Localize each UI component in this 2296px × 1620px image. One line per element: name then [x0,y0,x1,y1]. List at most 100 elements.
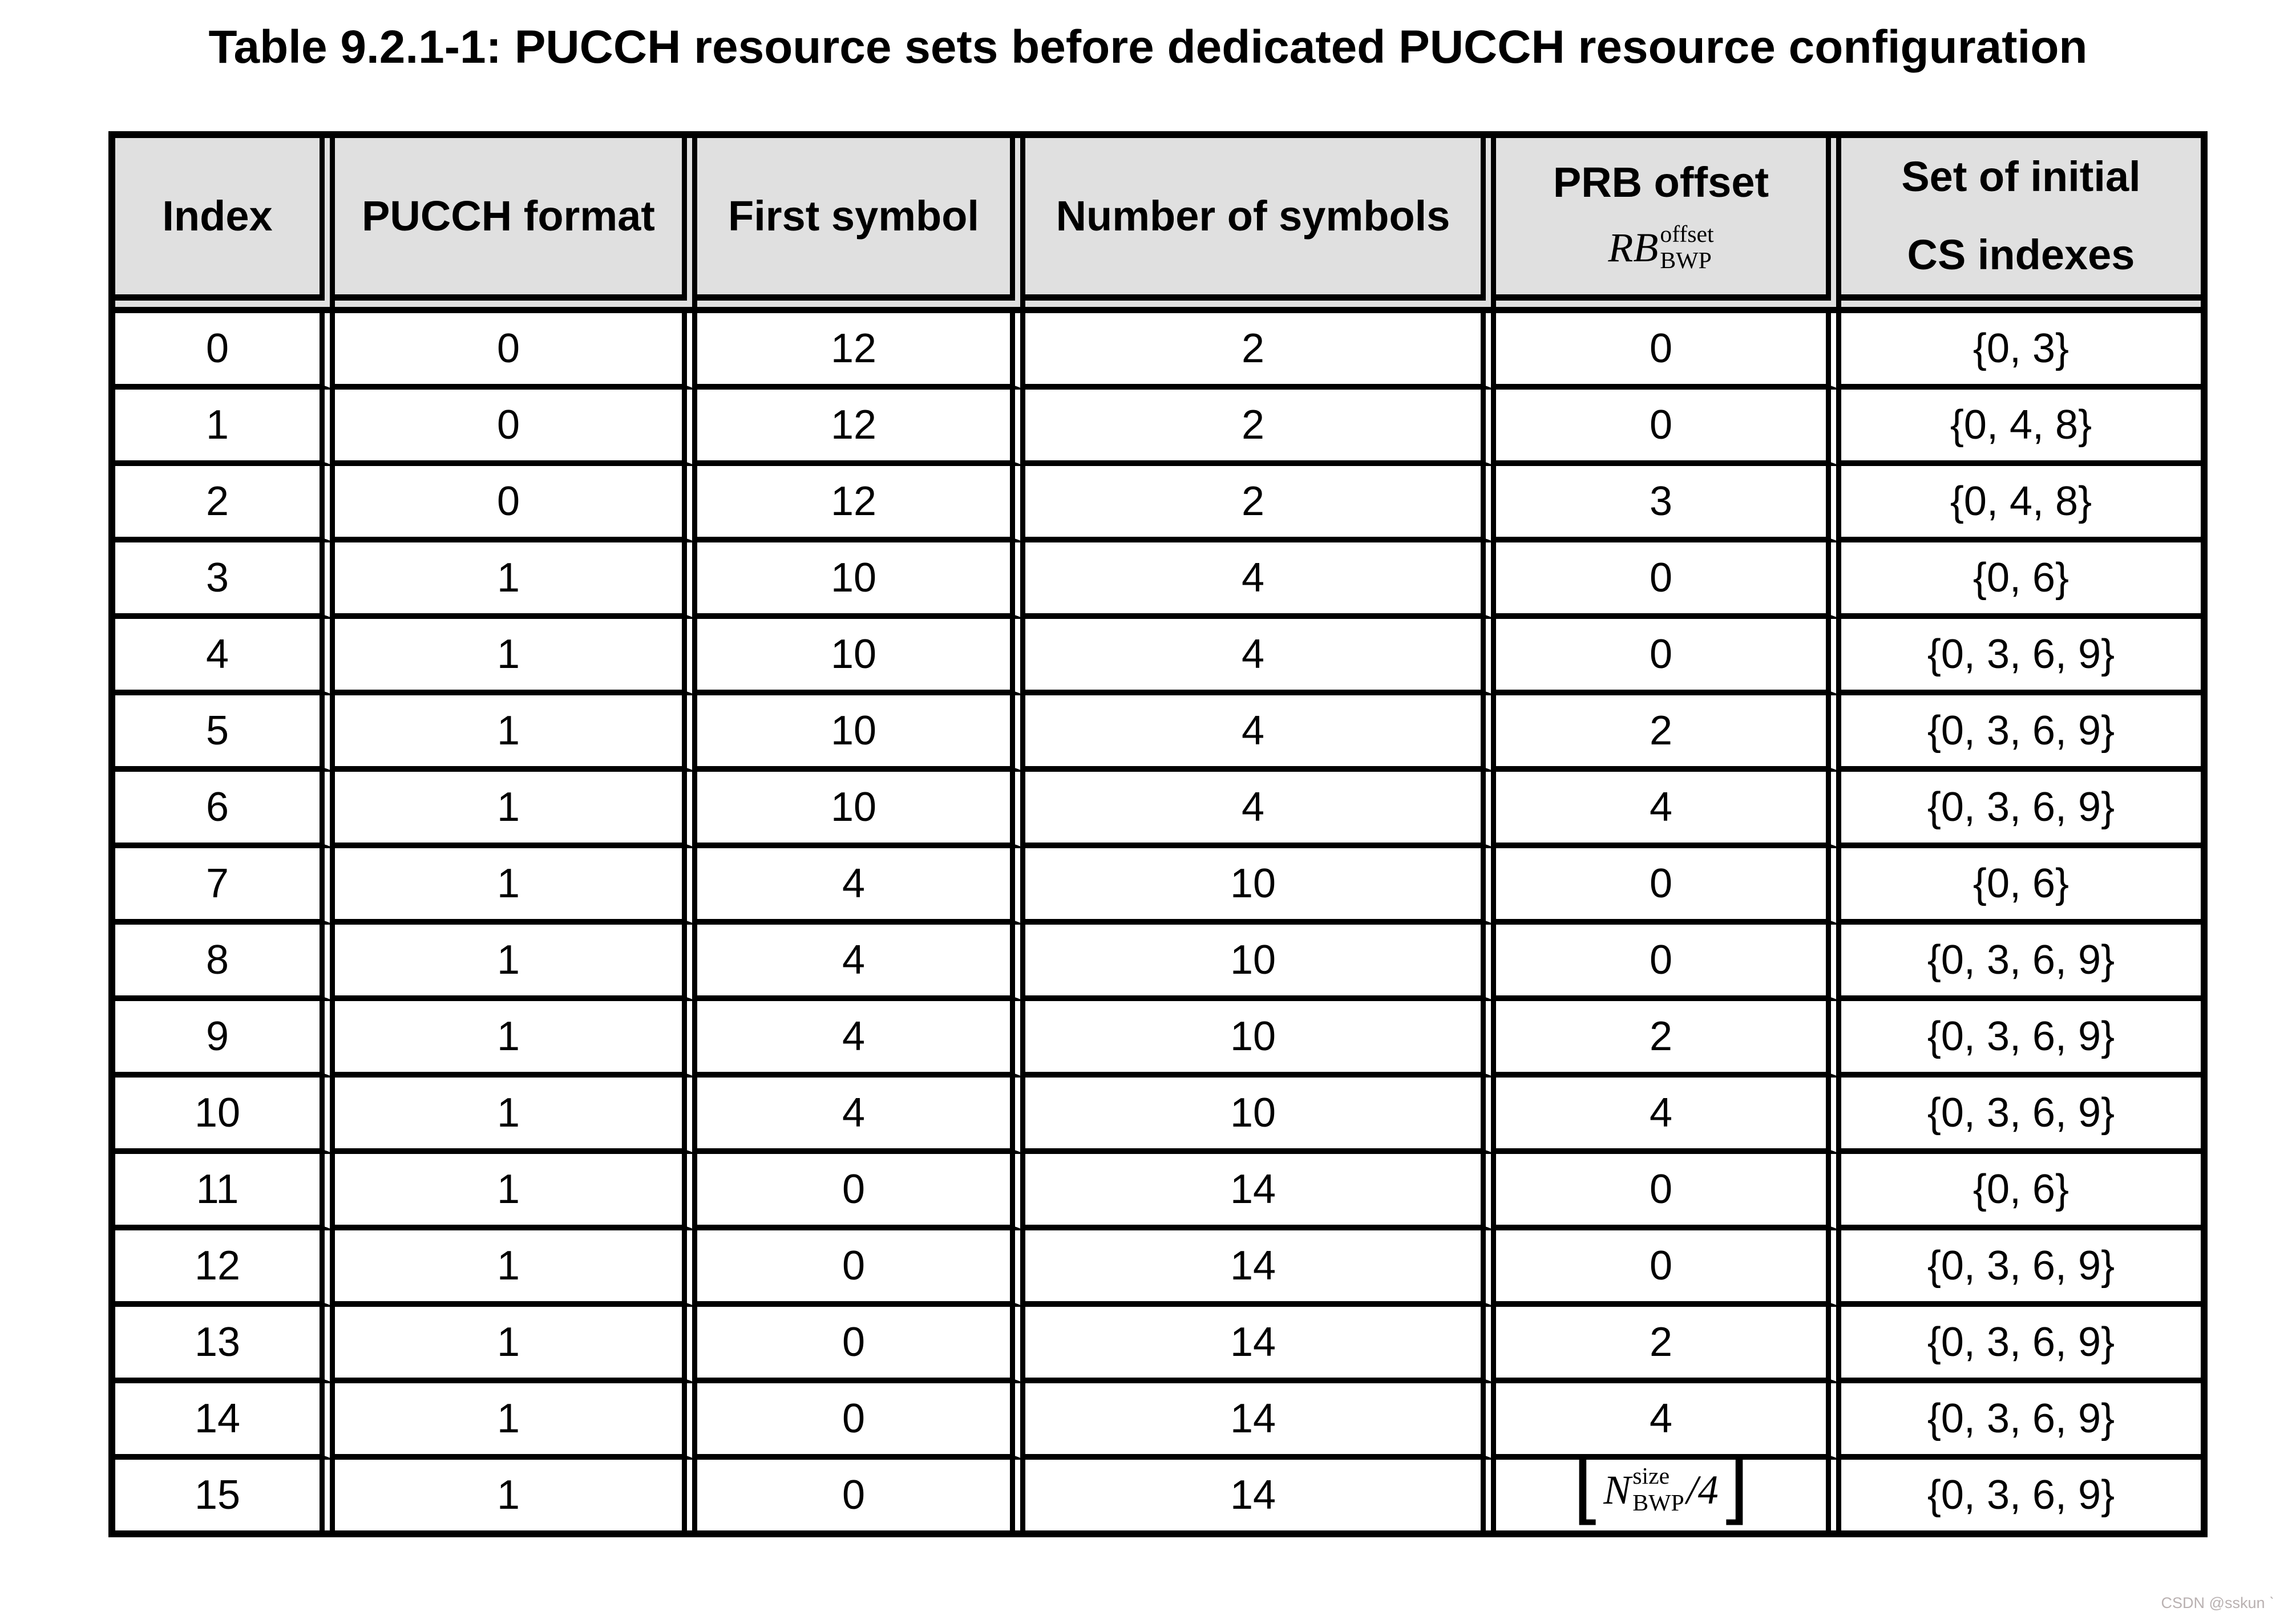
table-cell: 2 [1496,1306,1841,1383]
table-row: 9 1 4 10 2 {0, 3, 6, 9} [115,1001,2201,1078]
table-cell: {0, 3, 6, 9} [1841,1383,2201,1460]
table-cell: 0 [697,1153,1025,1230]
table-cell: 6 [115,771,335,848]
table-cell: {0, 6} [1841,542,2201,619]
math-rb-sup: offset [1660,221,1714,248]
table-cell: {0, 3, 6, 9} [1841,1001,2201,1078]
col-header-prb-offset: PRB offset RB offset BWP [1496,138,1841,313]
table-cell: 0 [1496,1230,1841,1307]
table-cell: {0, 6} [1841,1153,2201,1230]
table-cell: 14 [1025,1153,1496,1230]
table-cell: 0 [335,389,697,466]
table-cell: 1 [335,1001,697,1078]
table-cell: 3 [1496,465,1841,542]
pucch-resource-table: Index PUCCH format First symbol Number o… [108,131,2208,1537]
prb-offset-label: PRB offset [1553,158,1769,206]
table-cell: 4 [697,1077,1025,1154]
table-cell: 14 [115,1383,335,1460]
col-header-index: Index [115,138,335,313]
table-cell: {0, 3, 6, 9} [1841,1077,2201,1154]
table-cell: 1 [335,924,697,1001]
table-cell: 0 [1496,313,1841,390]
table-row: 12 1 0 14 0 {0, 3, 6, 9} [115,1230,2201,1307]
math-rb-base: RB [1608,224,1659,270]
table-row: 8 1 4 10 0 {0, 3, 6, 9} [115,924,2201,1001]
table-cell: 14 [1025,1230,1496,1307]
table-cell: 5 [115,695,335,772]
table-cell: {0, 4, 8} [1841,465,2201,542]
table-cell: 4 [697,848,1025,925]
table-cell: 4 [1496,771,1841,848]
table-cell: 1 [335,771,697,848]
table-row: 5 1 10 4 2 {0, 3, 6, 9} [115,695,2201,772]
table-cell: 4 [1025,618,1496,695]
table-cell: 10 [697,771,1025,848]
table-cell: 0 [115,313,335,390]
table-cell: 3 [115,542,335,619]
table-cell: 1 [335,542,697,619]
table-cell: {0, 3, 6, 9} [1841,924,2201,1001]
table-cell: 0 [335,313,697,390]
table-cell: 0 [697,1383,1025,1460]
cs-header-line2: CS indexes [1907,230,2135,278]
table-cell: 13 [115,1306,335,1383]
table-cell: 2 [1025,465,1496,542]
table-cell: {0, 3, 6, 9} [1841,771,2201,848]
table-cell: 0 [335,465,697,542]
col-header-first-symbol: First symbol [697,138,1025,313]
table-cell: 1 [115,389,335,466]
header-row: Index PUCCH format First symbol Number o… [115,138,2201,313]
table-cell-prb-formula: ⌊ N size BWP /4 ⌋ [1496,1459,1841,1530]
table-row: 10 1 4 10 4 {0, 3, 6, 9} [115,1077,2201,1154]
table-cell: 4 [115,618,335,695]
table-cell: 0 [697,1306,1025,1383]
table-cell: 4 [1496,1077,1841,1154]
table-cell: {0, 3} [1841,313,2201,390]
col-header-num-symbols: Number of symbols [1025,138,1496,313]
table-cell: 1 [335,1230,697,1307]
table-cell: {0, 3, 6, 9} [1841,1230,2201,1307]
floor-formula: ⌊ N size BWP /4 ⌋ [1572,1459,1750,1530]
table-cell: 0 [697,1459,1025,1530]
table-row: 13 1 0 14 2 {0, 3, 6, 9} [115,1306,2201,1383]
table-row: 4 1 10 4 0 {0, 3, 6, 9} [115,618,2201,695]
table-cell: {0, 6} [1841,848,2201,925]
table-cell: 4 [1025,771,1496,848]
math-n-sup: size [1632,1463,1670,1490]
table-cell: 10 [115,1077,335,1154]
watermark: CSDN @sskun ˋ [2161,1594,2274,1611]
table-cell: 4 [1025,695,1496,772]
cs-header-line1: Set of initial [1901,153,2141,200]
table-title: Table 9.2.1-1: PUCCH resource sets befor… [208,21,2088,73]
table-cell: 4 [1025,542,1496,619]
table-cell: 10 [1025,1077,1496,1154]
table-row: 11 1 0 14 0 {0, 6} [115,1153,2201,1230]
table-cell: 0 [1496,389,1841,466]
table-cell: {0, 3, 6, 9} [1841,618,2201,695]
table-cell: 0 [1496,924,1841,1001]
table-cell: {0, 3, 6, 9} [1841,1306,2201,1383]
table-cell: 2 [115,465,335,542]
table-row: 2 0 12 2 3 {0, 4, 8} [115,465,2201,542]
table-cell: 2 [1496,695,1841,772]
table-cell: 0 [1496,848,1841,925]
table-cell: 10 [697,695,1025,772]
table-cell: 4 [697,924,1025,1001]
table-cell: 10 [1025,924,1496,1001]
table-row: 7 1 4 10 0 {0, 6} [115,848,2201,925]
table-cell: 1 [335,1077,697,1154]
table-cell: 1 [335,1306,697,1383]
table-row: 6 1 10 4 4 {0, 3, 6, 9} [115,771,2201,848]
table-cell: 9 [115,1001,335,1078]
table-cell: 1 [335,848,697,925]
math-n-base: N [1603,1467,1631,1513]
table-cell: 2 [1025,313,1496,390]
col-header-cs-indexes: Set of initial CS indexes [1841,138,2201,313]
math-n-sub: BWP [1632,1490,1684,1517]
table-row: 1 0 12 2 0 {0, 4, 8} [115,389,2201,466]
table-cell: 4 [1496,1383,1841,1460]
table-cell: 12 [697,313,1025,390]
table-cell: 15 [115,1459,335,1530]
table-cell: {0, 3, 6, 9} [1841,1459,2201,1530]
table-cell: 0 [1496,542,1841,619]
